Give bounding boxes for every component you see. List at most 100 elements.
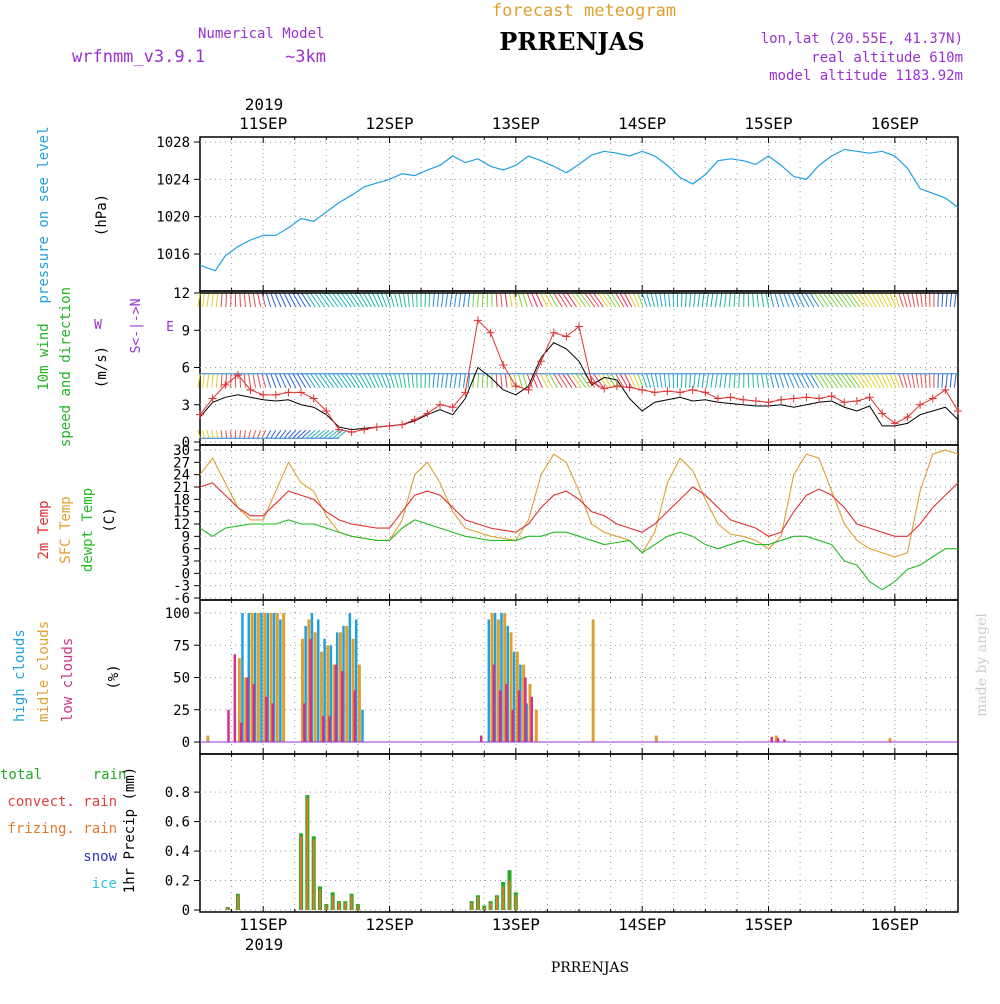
wind-barb-top bbox=[784, 293, 789, 307]
wind-barb-top bbox=[496, 293, 497, 307]
wind-barb-mid bbox=[368, 374, 375, 388]
legend-snow: snow bbox=[83, 849, 117, 865]
wind-barb-top bbox=[868, 293, 877, 307]
cloud-bar bbox=[257, 613, 260, 742]
cloud-bar bbox=[246, 678, 249, 743]
wind-barb-top bbox=[207, 293, 209, 307]
wind-barb-mid bbox=[681, 374, 682, 388]
station-title: PRRENJAS bbox=[499, 27, 644, 56]
wind-speed-marker bbox=[941, 386, 949, 394]
precip-bar-convect bbox=[483, 907, 485, 910]
wind-barb-mid bbox=[257, 374, 260, 388]
wind-barb-mid bbox=[863, 374, 872, 388]
wind-barb-top bbox=[711, 293, 713, 307]
wind-barb-bottom bbox=[212, 430, 214, 438]
wind-barb-top bbox=[571, 293, 581, 307]
wind-barb-mid bbox=[938, 374, 939, 388]
cloud-bar bbox=[282, 613, 285, 742]
wind-barb-top bbox=[832, 293, 842, 307]
wind-barb-top bbox=[647, 293, 651, 307]
wind-barb-mid bbox=[720, 374, 722, 388]
precip-ylabel: 1hr Precip (mm) bbox=[122, 767, 138, 893]
temp-ylabel-sfc: SFC Temp bbox=[58, 496, 74, 563]
wind-barb-top bbox=[403, 293, 405, 307]
wind-barb-mid bbox=[715, 374, 717, 388]
wind-barb-mid bbox=[253, 374, 256, 388]
wind-barb-top bbox=[698, 293, 700, 307]
wind-barb-mid bbox=[390, 374, 394, 388]
wind-barb-mid bbox=[450, 374, 452, 388]
wind-speed-marker bbox=[739, 396, 747, 404]
wind-barb-mid bbox=[815, 374, 824, 388]
pressure-unit: (hPa) bbox=[94, 194, 110, 236]
direction-legend-we: S<-|->N bbox=[129, 299, 144, 354]
precip-bar-convect bbox=[306, 798, 308, 910]
precip-bar-convect bbox=[319, 889, 321, 910]
wind-barb-top bbox=[899, 293, 904, 307]
wind-barb-mid bbox=[315, 374, 325, 388]
wind-barb-mid bbox=[202, 374, 204, 388]
wind-barb-top bbox=[446, 293, 448, 307]
wind-barb-mid bbox=[567, 374, 577, 388]
wind-barb-top bbox=[921, 293, 923, 307]
wind-barb-mid bbox=[850, 374, 860, 388]
wind-speed-marker bbox=[840, 398, 848, 406]
wind-barb-mid bbox=[806, 374, 814, 388]
real-altitude-label: real altitude 610m bbox=[811, 50, 963, 66]
wind-barb-mid bbox=[441, 374, 443, 388]
model-altitude-label: model altitude 1183.92m bbox=[769, 68, 963, 84]
wind-barb-mid bbox=[810, 374, 819, 388]
wind-speed-marker bbox=[512, 382, 520, 390]
wind-barb-bottom bbox=[240, 430, 241, 438]
wind-ylabel: 10m wind speed and direction (m/s) S<-|-… bbox=[36, 287, 174, 447]
wind-barb-top bbox=[249, 293, 251, 307]
cloud-bar bbox=[530, 697, 533, 742]
wind-barb-mid bbox=[403, 374, 405, 388]
wind-barb-top bbox=[262, 293, 266, 307]
y-tick-label: 100 bbox=[165, 606, 190, 622]
wind-barb-top bbox=[501, 293, 502, 307]
precip-bar-convect bbox=[351, 895, 353, 910]
wind-barb-top bbox=[810, 293, 819, 307]
wind-barb-top bbox=[359, 293, 367, 307]
wind-barb-mid bbox=[854, 374, 864, 388]
y-tick-label: 1028 bbox=[156, 135, 190, 151]
cloud-bar bbox=[314, 632, 317, 742]
precip-bar-convect bbox=[313, 839, 315, 910]
wind-barb-mid bbox=[221, 374, 222, 388]
wind-barb-top bbox=[602, 293, 611, 307]
wind-barb-top bbox=[412, 293, 413, 307]
wind-barb-mid bbox=[729, 374, 730, 388]
wind-barb-top bbox=[589, 293, 599, 307]
direction-legend-w: W bbox=[94, 318, 102, 333]
wind-barb-top bbox=[762, 293, 764, 307]
wind-barb-top bbox=[664, 293, 666, 307]
cloud-bar bbox=[889, 738, 892, 742]
wind-barb-mid bbox=[429, 374, 430, 388]
wind-speed-marker bbox=[929, 395, 937, 403]
cloud-bar bbox=[253, 684, 256, 742]
wind-barb-mid bbox=[832, 374, 842, 388]
cloud-bar bbox=[358, 665, 361, 742]
wind-barb-mid bbox=[779, 374, 784, 388]
bottom-day-label: 16SEP bbox=[871, 915, 919, 934]
wind-barb-top bbox=[271, 293, 276, 307]
wind-barb-mid bbox=[240, 374, 241, 388]
wind-barb-top bbox=[946, 293, 947, 307]
wind-barb-bottom bbox=[297, 430, 305, 438]
precip-bar-convect bbox=[237, 895, 239, 910]
legend-convect-rain: convect. rain bbox=[7, 794, 117, 810]
cloud-bar bbox=[260, 613, 263, 742]
wind-barb-mid bbox=[702, 374, 704, 388]
y-tick-label: 0 bbox=[182, 735, 190, 751]
top-day-label: 15SEP bbox=[744, 114, 792, 133]
wind-barb-mid bbox=[580, 374, 590, 388]
wind-barb-top bbox=[642, 293, 647, 307]
wind-barb-top bbox=[950, 293, 952, 307]
wind-barb-mid bbox=[775, 374, 779, 388]
wind-barb-top bbox=[734, 293, 735, 307]
wind-barb-top bbox=[651, 293, 654, 307]
